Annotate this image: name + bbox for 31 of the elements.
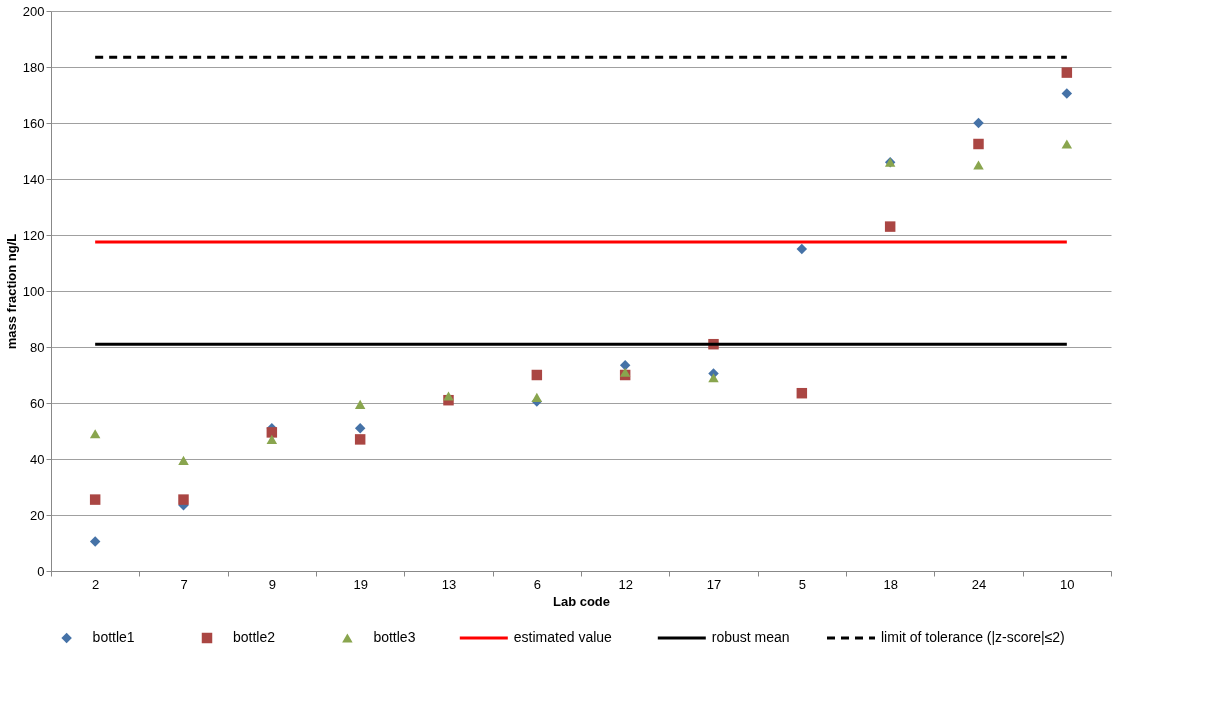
legend-label: bottle3 — [373, 629, 416, 645]
x-tick-label: 18 — [883, 576, 898, 592]
y-tick-label: 0 — [37, 563, 45, 579]
x-axis-title: Lab code — [552, 593, 611, 609]
y-tick-label: 180 — [22, 59, 45, 75]
x-tick-label: 9 — [268, 576, 276, 592]
x-tick-label: 7 — [180, 576, 188, 592]
x-tick-label: 13 — [441, 576, 457, 592]
legend-label: limit of tolerance (|z-score|≤2) — [881, 629, 1065, 645]
y-tick-label: 140 — [22, 171, 45, 187]
y-tick-label: 100 — [22, 283, 45, 299]
legend-label: bottle2 — [233, 629, 276, 645]
y-tick-label: 40 — [30, 451, 45, 467]
y-tick-label: 120 — [22, 227, 45, 243]
y-tick-label: 80 — [30, 339, 45, 355]
y-tick-label: 20 — [30, 507, 45, 523]
legend-label: estimated value — [513, 629, 613, 645]
x-tick-label: 19 — [353, 576, 368, 592]
y-tick-label: 60 — [30, 395, 45, 411]
legend-label: robust mean — [711, 629, 790, 645]
x-tick-label: 5 — [798, 576, 806, 592]
y-axis-title: mass fraction ng/L — [3, 233, 19, 350]
x-tick-label: 17 — [706, 576, 722, 592]
x-tick-label: 24 — [971, 576, 987, 592]
y-tick-label: 200 — [22, 3, 45, 19]
x-tick-label: 12 — [618, 576, 633, 592]
x-tick-label: 10 — [1060, 576, 1075, 592]
x-tick-label: 6 — [533, 576, 541, 592]
legend-label: bottle1 — [92, 629, 135, 645]
x-tick-label: 2 — [92, 576, 100, 592]
y-tick-label: 160 — [22, 115, 45, 131]
